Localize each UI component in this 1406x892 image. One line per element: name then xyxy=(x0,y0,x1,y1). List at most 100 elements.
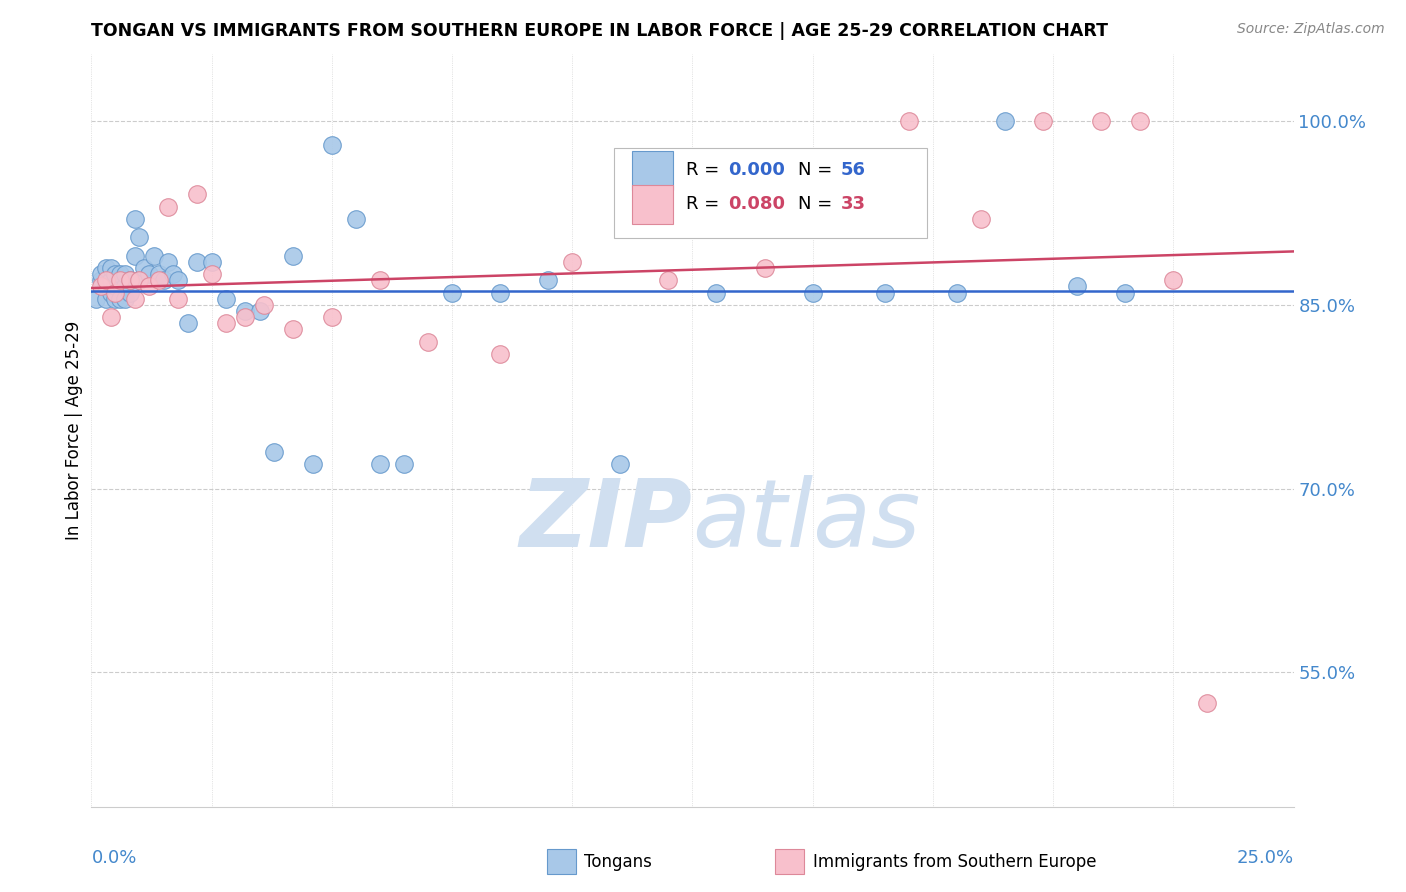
Point xyxy=(134,260,156,275)
Point xyxy=(1161,273,1184,287)
Point xyxy=(186,255,208,269)
Point xyxy=(186,187,208,202)
Point xyxy=(152,273,174,287)
Point xyxy=(128,230,150,244)
Point xyxy=(138,279,160,293)
Point xyxy=(124,211,146,226)
Point xyxy=(489,285,512,300)
Point xyxy=(94,260,117,275)
Point xyxy=(104,267,127,281)
Text: 33: 33 xyxy=(841,195,865,213)
Point xyxy=(148,267,170,281)
Point xyxy=(148,273,170,287)
FancyBboxPatch shape xyxy=(547,849,576,873)
Point xyxy=(110,267,132,281)
Point xyxy=(100,310,122,324)
Point xyxy=(233,310,256,324)
Point xyxy=(609,457,631,471)
Point xyxy=(201,255,224,269)
Y-axis label: In Labor Force | Age 25-29: In Labor Force | Age 25-29 xyxy=(65,321,83,540)
Point xyxy=(94,279,117,293)
Point xyxy=(176,316,198,330)
Text: 25.0%: 25.0% xyxy=(1236,848,1294,867)
Point xyxy=(124,249,146,263)
Text: Source: ZipAtlas.com: Source: ZipAtlas.com xyxy=(1237,22,1385,37)
Point xyxy=(100,260,122,275)
Point xyxy=(118,273,141,287)
Point xyxy=(157,200,180,214)
Text: R =: R = xyxy=(686,195,725,213)
Point xyxy=(90,267,112,281)
Point xyxy=(100,273,122,287)
Text: N =: N = xyxy=(799,161,838,179)
Point xyxy=(167,273,190,287)
FancyBboxPatch shape xyxy=(633,185,673,224)
Point xyxy=(368,457,391,471)
Text: R =: R = xyxy=(686,161,725,179)
Point xyxy=(124,292,146,306)
FancyBboxPatch shape xyxy=(614,148,927,238)
Point xyxy=(344,211,367,226)
Point xyxy=(142,249,165,263)
Point xyxy=(489,347,512,361)
Point xyxy=(1129,114,1152,128)
Point xyxy=(706,285,728,300)
Point xyxy=(90,273,112,287)
Point xyxy=(537,273,560,287)
Point xyxy=(128,273,150,287)
Point xyxy=(157,255,180,269)
Point xyxy=(994,114,1017,128)
Point xyxy=(301,457,323,471)
Point xyxy=(114,279,136,293)
Point xyxy=(873,285,896,300)
Point xyxy=(283,322,305,336)
Point xyxy=(1032,114,1054,128)
Point xyxy=(114,267,136,281)
Point xyxy=(90,279,112,293)
Point xyxy=(249,304,271,318)
Point xyxy=(138,267,160,281)
Point xyxy=(416,334,439,349)
Text: Immigrants from Southern Europe: Immigrants from Southern Europe xyxy=(813,853,1097,871)
Point xyxy=(110,276,132,290)
Point xyxy=(94,273,117,287)
Point xyxy=(201,267,224,281)
Point xyxy=(100,285,122,300)
Point xyxy=(946,285,969,300)
Point xyxy=(368,273,391,287)
Point xyxy=(801,285,824,300)
Point xyxy=(253,298,276,312)
Point xyxy=(392,457,415,471)
Point xyxy=(1066,279,1088,293)
Point xyxy=(118,273,141,287)
Text: 0.080: 0.080 xyxy=(728,195,786,213)
Point xyxy=(94,292,117,306)
Point xyxy=(321,138,343,153)
Point xyxy=(1195,696,1218,710)
Point xyxy=(104,279,127,293)
Point xyxy=(970,211,993,226)
Point xyxy=(118,285,141,300)
FancyBboxPatch shape xyxy=(775,849,804,873)
Text: Tongans: Tongans xyxy=(585,853,652,871)
Point xyxy=(321,310,343,324)
Text: ZIP: ZIP xyxy=(520,475,692,566)
Point xyxy=(114,292,136,306)
Point xyxy=(104,285,127,300)
Point xyxy=(233,304,256,318)
Point xyxy=(128,273,150,287)
Point xyxy=(263,445,285,459)
Point xyxy=(167,292,190,306)
Point xyxy=(1090,114,1112,128)
Point xyxy=(215,316,238,330)
Text: 0.000: 0.000 xyxy=(728,161,786,179)
Point xyxy=(104,292,127,306)
Point xyxy=(440,285,463,300)
Text: atlas: atlas xyxy=(692,475,921,566)
Point xyxy=(897,114,920,128)
Point xyxy=(561,255,583,269)
Point xyxy=(825,211,848,226)
FancyBboxPatch shape xyxy=(633,151,673,190)
Point xyxy=(110,273,132,287)
Point xyxy=(657,273,679,287)
